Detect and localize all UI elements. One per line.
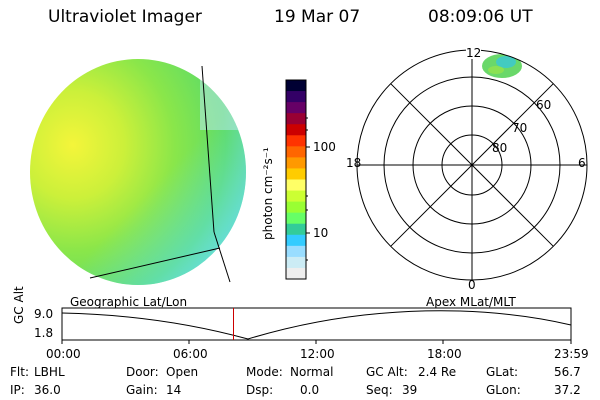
y-axis-label: GC Alt (12, 286, 26, 324)
terminator-line (201, 65, 215, 233)
filter-label: Flt: (10, 365, 29, 379)
x-tick-1800: 18:00 (427, 347, 462, 361)
colorbar-swatch (286, 179, 306, 192)
mlt-12-label: 12 (466, 46, 482, 60)
colorbar-swatch (286, 157, 306, 170)
colorbar-swatch (286, 245, 306, 258)
instrument-title: Ultraviolet Imager (48, 7, 202, 27)
colorbar-swatch (286, 146, 306, 158)
x-tick-1200: 12:00 (300, 347, 335, 361)
seq-label: Seq: (366, 383, 393, 397)
seq-value: 39 (402, 383, 418, 397)
colorbar-swatch (286, 102, 306, 114)
colorbar-swatch (286, 113, 306, 125)
colorbar-swatch (286, 168, 306, 181)
boundary-line (89, 247, 221, 279)
door-label: Door: (126, 365, 159, 379)
apex-title: Apex MLat/MLT (426, 295, 516, 309)
filter-value: LBHL (34, 365, 65, 379)
mode-label: Mode: (246, 365, 283, 379)
x-tick-0600: 06:00 (173, 347, 208, 361)
colorbar-swatch (286, 80, 306, 92)
colorbar-tick-100: 100 (313, 140, 336, 154)
lat-70-label: 70 (512, 121, 528, 135)
date-label: 19 Mar 07 (274, 7, 361, 27)
dsp-label: Dsp: (246, 383, 274, 397)
colorbar-swatch (286, 190, 306, 203)
mlt-0-label: 0 (468, 278, 476, 292)
colorbar-swatch (286, 234, 306, 247)
colorbar-swatch (286, 212, 306, 225)
gc-alt-value: 2.4 Re (418, 365, 457, 379)
colorbar-swatch (286, 223, 306, 236)
colorbar-tick-10: 10 (313, 226, 329, 240)
lat-60-label: 60 (536, 98, 552, 112)
x-tick-0000: 00:00 (46, 347, 81, 361)
x-tick-2359: 23:59 (554, 347, 589, 361)
time-label: 08:09:06 UT (428, 7, 533, 27)
glat-value: 56.7 (554, 365, 581, 379)
gain-label: Gain: (126, 383, 158, 397)
door-value: Open (166, 365, 199, 379)
dsp-value: 0.0 (300, 383, 320, 397)
colorbar-swatch (286, 124, 306, 136)
mode-value: Normal (290, 365, 334, 379)
colorbar-swatch (286, 201, 306, 214)
geographic-title: Geographic Lat/Lon (70, 295, 188, 309)
colorbar-swatch (286, 91, 306, 103)
colorbar-swatch (286, 267, 306, 280)
ip-value: 36.0 (34, 383, 61, 397)
altitude-curve (61, 310, 572, 340)
glat-label: GLat: (486, 365, 519, 379)
gain-value: 14 (166, 383, 182, 397)
ip-label: IP: (10, 383, 25, 397)
gc-alt-label: GC Alt: (366, 365, 408, 379)
y-max-label: 9.0 (34, 307, 54, 321)
glon-value: 37.2 (554, 383, 581, 397)
mlt-18-label: 18 (346, 156, 362, 170)
lat-80-label: 80 (492, 141, 508, 155)
colorbar-swatch (286, 256, 306, 269)
colorbar-swatch (286, 135, 306, 147)
mlt-6-label: 6 (578, 156, 586, 170)
y-min-label: 1.8 (34, 326, 54, 340)
glon-label: GLon: (486, 383, 521, 397)
